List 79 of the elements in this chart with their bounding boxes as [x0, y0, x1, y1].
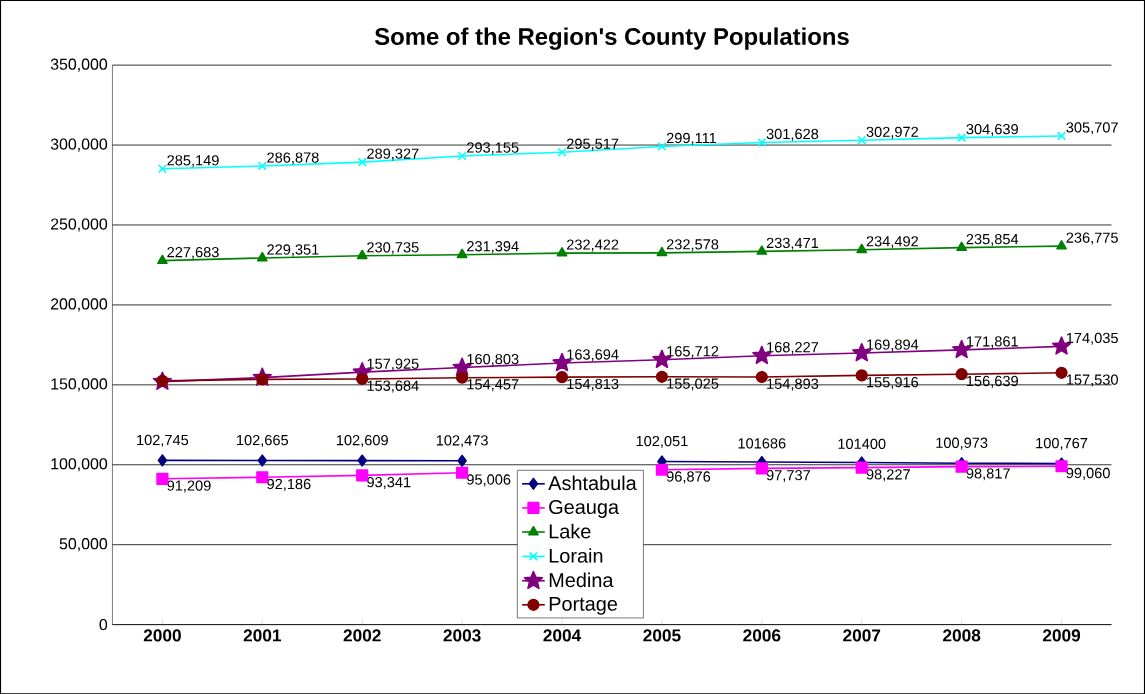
- data-label: 155,025: [667, 378, 719, 391]
- data-label: 154,457: [467, 379, 519, 392]
- data-label: 233,471: [766, 237, 819, 250]
- data-label: 95,006: [467, 474, 511, 487]
- data-label: 92,186: [267, 478, 311, 491]
- data-label: 155,916: [867, 376, 919, 389]
- data-label: 102,051: [636, 435, 688, 448]
- x-tick-label: 2004: [543, 629, 582, 642]
- data-label: 174,035: [1066, 332, 1118, 345]
- x-tick-label: 2007: [843, 629, 881, 642]
- legend-label: Lorain: [549, 548, 603, 563]
- data-label: 100,767: [1036, 437, 1088, 450]
- x-tick-label: 2008: [943, 629, 981, 642]
- data-label: 236,775: [1066, 232, 1118, 245]
- data-label: 289,327: [367, 148, 419, 161]
- data-label: 304,639: [966, 123, 1018, 136]
- data-label: 232,578: [666, 238, 719, 252]
- data-label: 160,803: [467, 353, 519, 366]
- y-tick-label: 0: [99, 618, 108, 631]
- data-label: 231,394: [467, 240, 519, 253]
- data-label: 232,422: [566, 239, 619, 252]
- data-label: 99,060: [1066, 467, 1110, 480]
- y-tick-label: 200,000: [50, 298, 108, 312]
- y-tick-label: 350,000: [50, 58, 108, 72]
- data-label: 171,861: [966, 336, 1018, 349]
- data-label: 229,351: [267, 244, 319, 257]
- data-label: 234,492: [866, 235, 919, 248]
- data-label: 102,665: [237, 434, 289, 447]
- data-label: 165,712: [667, 345, 719, 358]
- x-tick-label: 2009: [1042, 629, 1081, 642]
- data-label: 98,817: [966, 468, 1010, 481]
- data-label: 235,854: [966, 233, 1019, 246]
- data-label: 102,609: [336, 434, 388, 447]
- x-tick-label: 2003: [443, 629, 481, 642]
- y-tick-label: 50,000: [59, 537, 108, 552]
- data-label: 157,925: [367, 358, 419, 371]
- data-label: 157,530: [1066, 374, 1118, 387]
- x-tick-label: 2000: [143, 629, 181, 642]
- legend-label: Portage: [549, 596, 618, 615]
- data-label: 168,227: [767, 341, 819, 354]
- data-label: 163,694: [567, 349, 619, 362]
- data-label: 93,341: [367, 476, 411, 489]
- y-tick-label: 300,000: [50, 138, 108, 152]
- data-label: 154,813: [567, 378, 619, 391]
- data-label: 100,973: [936, 437, 988, 450]
- data-label: 293,155: [467, 142, 519, 155]
- y-tick-label: 100,000: [51, 457, 108, 472]
- data-label: 97,737: [766, 469, 810, 482]
- data-label: 91,209: [167, 480, 211, 493]
- x-tick-label: 2005: [643, 629, 681, 642]
- data-label: 230,735: [367, 241, 419, 254]
- y-tick-label: 150,000: [51, 378, 108, 392]
- data-label: 156,639: [966, 375, 1018, 388]
- data-label: 101686: [738, 438, 786, 449]
- data-label: 299,111: [666, 132, 717, 145]
- data-label: 98,227: [866, 469, 910, 482]
- legend-label: Medina: [549, 572, 614, 587]
- data-label: 285,149: [167, 154, 219, 168]
- x-tick-label: 2001: [243, 629, 281, 642]
- x-tick-label: 2002: [343, 629, 381, 642]
- x-tick-label: 2006: [743, 629, 781, 642]
- legend-label: Ashtabula: [548, 475, 637, 490]
- data-label: 169,894: [867, 339, 919, 352]
- data-label: 302,972: [866, 126, 919, 139]
- legend-label: Lake: [549, 523, 591, 539]
- data-label: 286,878: [267, 152, 319, 165]
- data-label: 227,683: [167, 246, 219, 259]
- data-label: 295,517: [566, 138, 619, 151]
- data-label: 305,707: [1066, 122, 1118, 135]
- data-label: 101400: [838, 438, 886, 449]
- data-label: 301,628: [766, 128, 819, 141]
- data-label: 102,473: [436, 435, 488, 448]
- legend-label: Geauga: [549, 499, 620, 518]
- y-tick-label: 250,000: [50, 218, 108, 232]
- chart-title: Some of the Region's County Populations: [374, 27, 849, 50]
- data-label: 96,876: [666, 471, 711, 484]
- data-label: 154,893: [767, 378, 819, 391]
- data-label: 153,684: [367, 380, 419, 393]
- data-label: 102,745: [137, 434, 189, 447]
